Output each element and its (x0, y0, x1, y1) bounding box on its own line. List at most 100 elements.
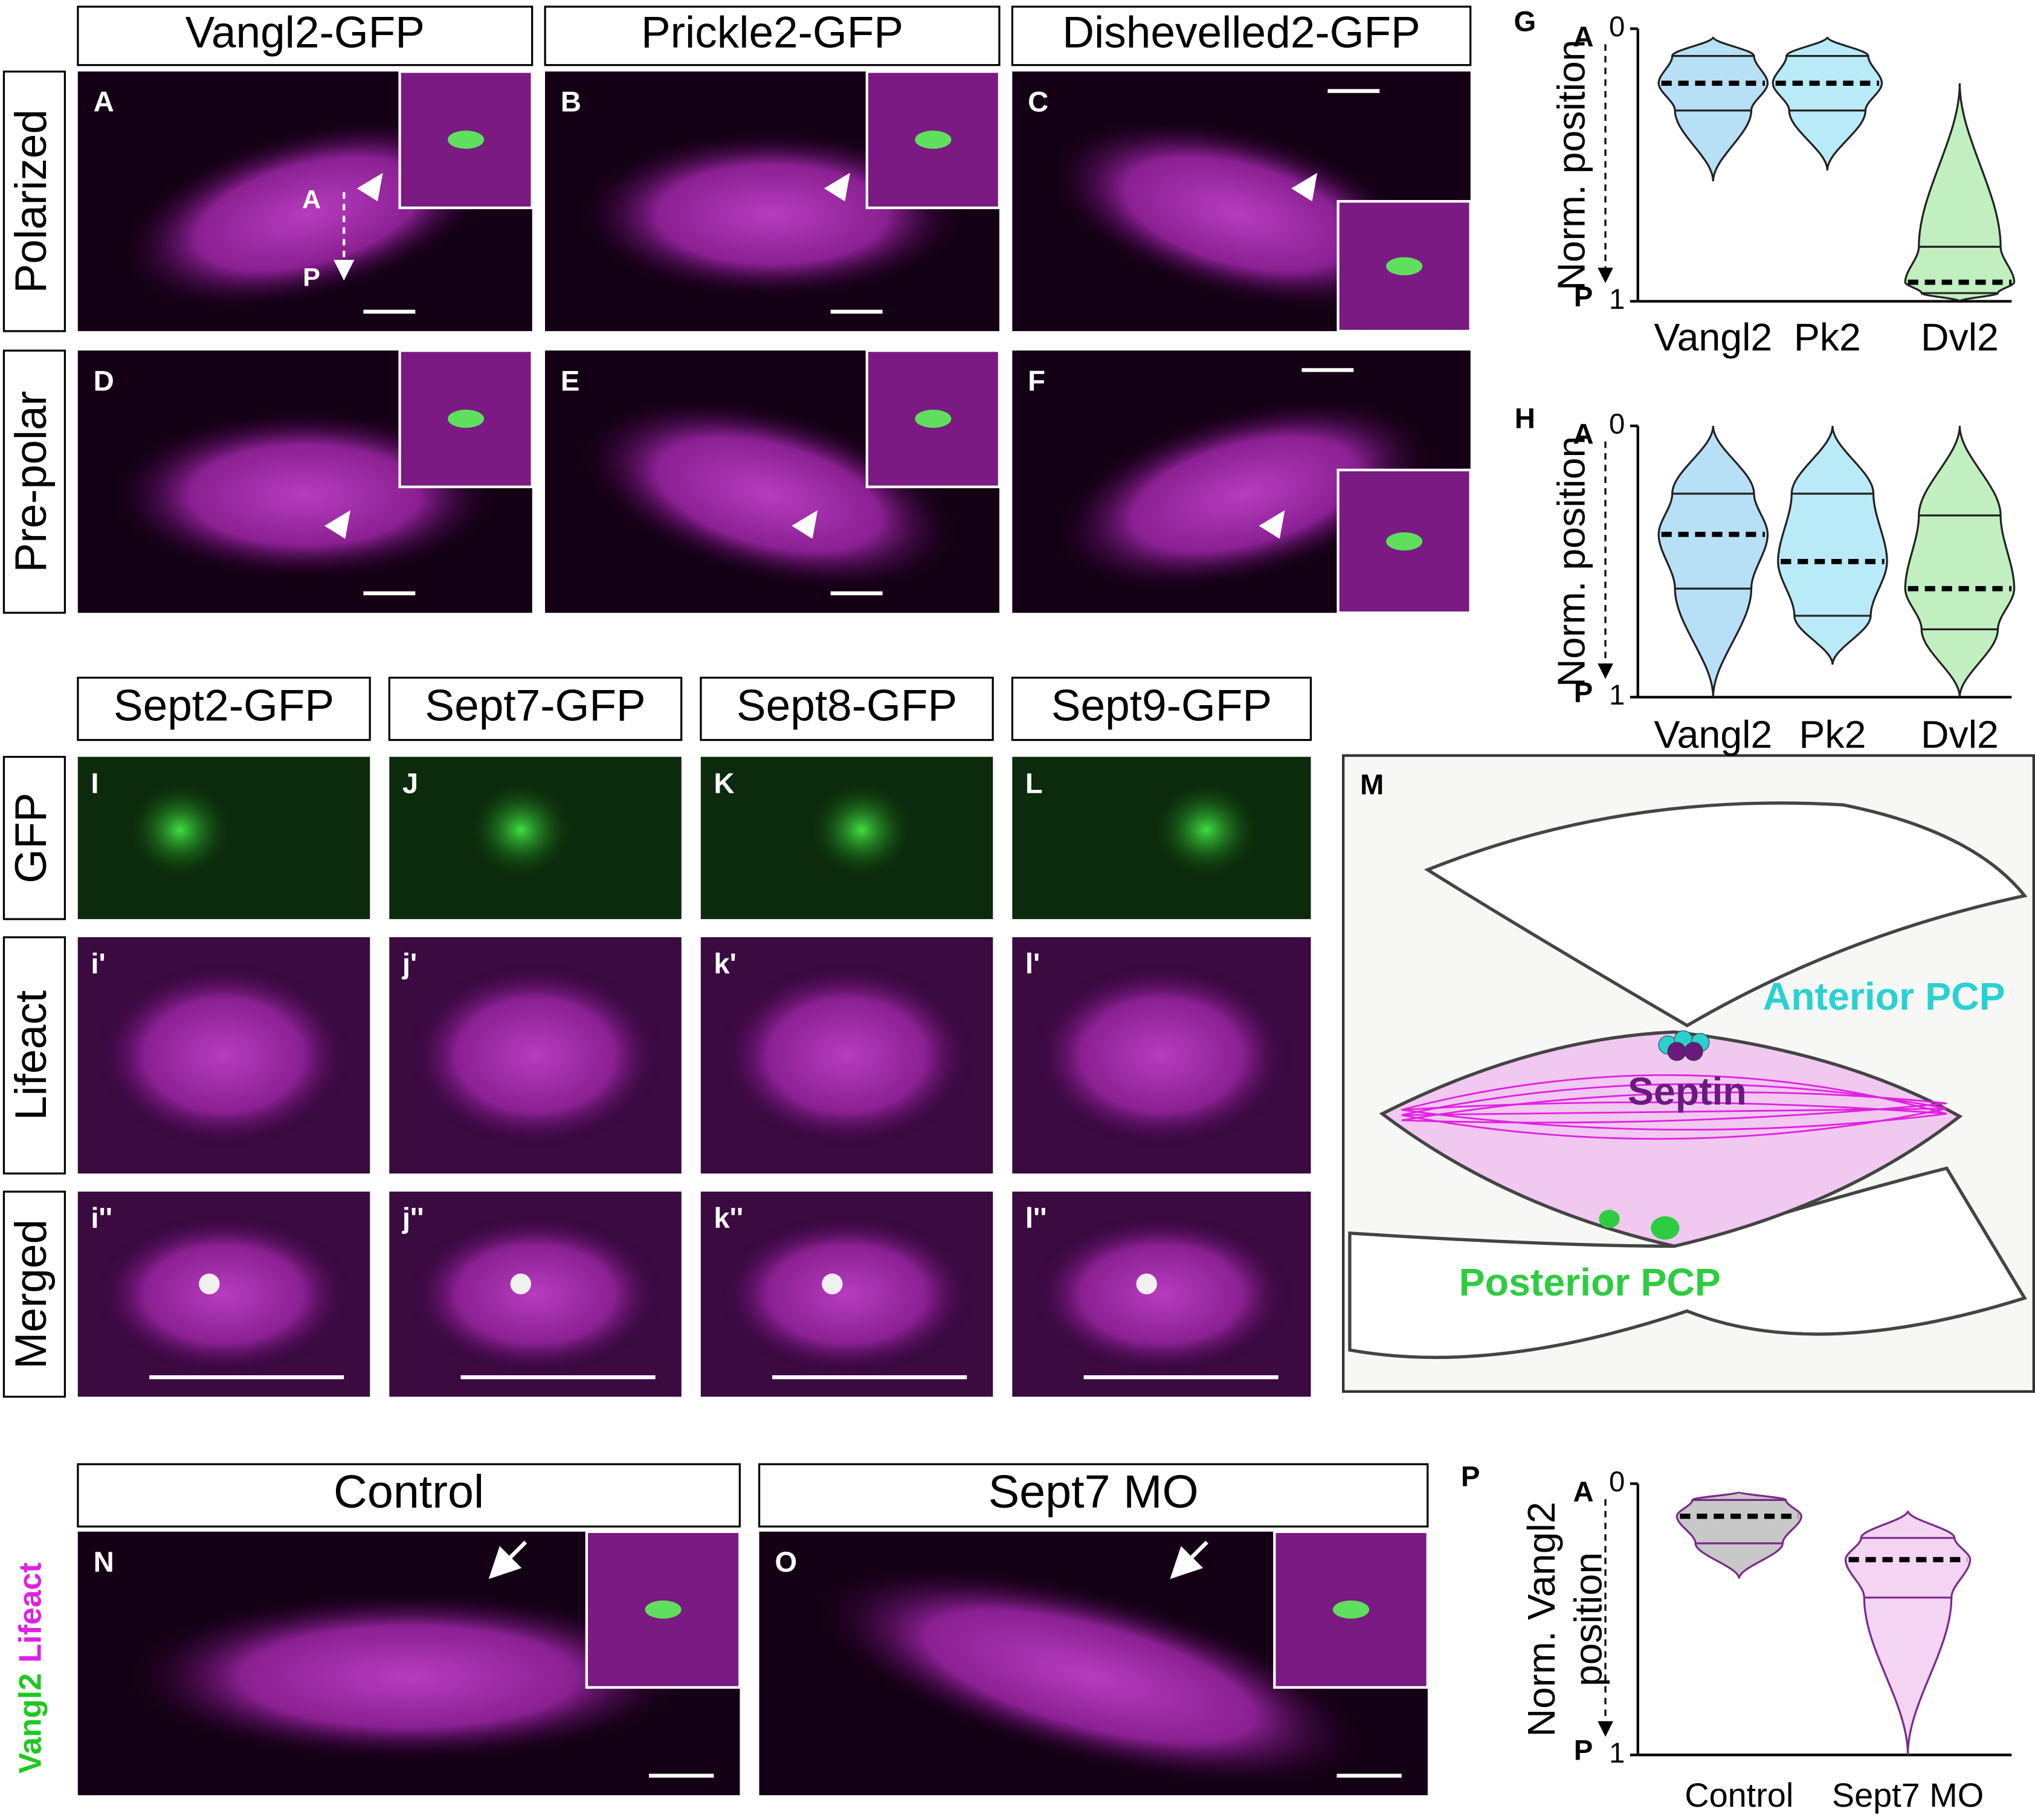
label-text: Lifeact (7, 990, 56, 1120)
inset-spot (448, 131, 485, 149)
inset-spot (1386, 257, 1423, 276)
label-text: Sept8-GFP (737, 681, 957, 730)
label-box (700, 676, 994, 741)
x-tick-label: Dvl2 (1921, 712, 1999, 756)
panel-letter: j' (402, 948, 417, 980)
arrow (488, 1540, 527, 1580)
x-tick-label: Control (1685, 1776, 1793, 1814)
arrowhead (1259, 510, 1285, 539)
panel-letter: J (402, 767, 418, 799)
label-text: Merged (7, 1219, 56, 1369)
protein-dot (1599, 1210, 1620, 1228)
diagram-label: Septin (1628, 1070, 1747, 1113)
panel-letter: l' (1025, 948, 1040, 980)
y-tick-label: 1 (1609, 283, 1625, 315)
panel-letter: B (561, 86, 581, 118)
label-box (77, 5, 534, 66)
panel-letter: K (714, 767, 734, 799)
label-box (1011, 5, 1472, 66)
label-box (2, 755, 66, 920)
label-box (388, 676, 683, 741)
label-text: Polarized (7, 109, 56, 293)
spot (199, 1273, 220, 1295)
label-text: Sept9-GFP (1051, 681, 1272, 730)
x-tick-label: Vangl2 (1654, 315, 1772, 359)
label-box (2, 1190, 66, 1398)
label-text: Sept7-GFP (425, 681, 645, 730)
axis-arrow-label: P (303, 263, 320, 292)
y-tick-label: 0 (1609, 1466, 1625, 1498)
spot (510, 1273, 532, 1295)
violin (1657, 425, 1769, 697)
inset-spot (645, 1600, 682, 1619)
arrowhead (324, 510, 350, 539)
violin (1657, 36, 1769, 182)
signal (92, 961, 356, 1150)
panel-letter: A (94, 86, 114, 118)
label-text: Vangl2-GFP (185, 8, 425, 57)
panel-letter: l'' (1025, 1202, 1047, 1234)
y-axis-label: position (1566, 1552, 1610, 1686)
panel-letter: i'' (91, 1202, 112, 1234)
label-box (758, 1463, 1429, 1528)
inset-spot (915, 131, 952, 149)
panel-letter: C (1028, 86, 1048, 118)
label-box (77, 1463, 741, 1528)
x-tick-label: Dvl2 (1921, 315, 1999, 359)
y-tick-label: 0 (1609, 408, 1625, 440)
label-box (1011, 676, 1312, 741)
label-text: GFP (7, 793, 56, 883)
neighbor-cell (1348, 1166, 2027, 1360)
y-end-label: P (1574, 677, 1593, 709)
signal (92, 1212, 356, 1376)
label-text: Sept2-GFP (114, 681, 334, 730)
panel-letter: G (1514, 5, 1536, 37)
signal (1027, 961, 1296, 1150)
signal (1152, 781, 1260, 879)
signal (468, 781, 573, 879)
inset-spot (915, 409, 952, 428)
protein-dot (1684, 1042, 1703, 1061)
panel-letter: N (94, 1546, 114, 1578)
protein-dot (1667, 1042, 1686, 1061)
cell (583, 399, 955, 590)
panel-letter: D (94, 365, 114, 397)
y-tick-label: 0 (1609, 11, 1625, 43)
panel-letter: P (1461, 1460, 1480, 1492)
signal (404, 961, 667, 1150)
signal (715, 1212, 979, 1376)
label-text: Sept7 MO (988, 1466, 1199, 1518)
label-box (2, 349, 66, 614)
panel-letter: k'' (714, 1202, 743, 1234)
panel-letter: j'' (402, 1202, 424, 1234)
inset-spot (448, 409, 485, 428)
arrowhead (356, 172, 383, 202)
label-text: Prickle2-GFP (641, 8, 903, 57)
actin (1401, 1091, 1947, 1121)
panel-letter: F (1028, 365, 1045, 397)
channel-name: Vangl2 (12, 1673, 47, 1773)
y-axis-label: Norm. position (1549, 39, 1593, 290)
label-text: Control (334, 1466, 484, 1518)
actin (1401, 1108, 1947, 1140)
panel-letter: I (91, 767, 98, 799)
y-tick-label: 1 (1609, 1737, 1625, 1769)
signal (404, 1212, 667, 1376)
cell (131, 1592, 687, 1761)
x-tick-label: Sept7 MO (1832, 1776, 1984, 1814)
panel-letter: O (775, 1546, 797, 1578)
neighbor-cell (1424, 801, 2028, 1028)
cell (818, 1567, 1363, 1786)
actin (1401, 1101, 1947, 1115)
violin (1777, 425, 1888, 665)
y-axis-label: Norm. position (1549, 436, 1593, 687)
panel-letter: M (1360, 769, 1384, 801)
protein-dot (1651, 1216, 1680, 1240)
diagram-label: Anterior PCP (1763, 975, 2005, 1018)
violin (1772, 36, 1883, 171)
label-box (77, 676, 371, 741)
y-end-label: A (1573, 418, 1593, 450)
x-tick-label: Pk2 (1794, 315, 1861, 359)
y-end-label: P (1574, 1735, 1593, 1767)
